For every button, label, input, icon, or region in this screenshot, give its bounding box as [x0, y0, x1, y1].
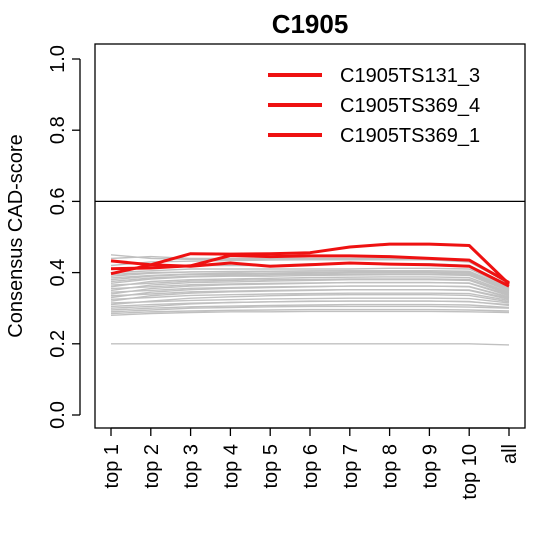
legend-label: C1905TS369_1 [340, 125, 480, 147]
background-series-line-14 [110, 305, 510, 313]
background-series-line-16 [110, 310, 510, 316]
x-axis: top 1 top 2 top 3 top 4 top 5 top 6 top 7 top 8… [101, 427, 521, 500]
chart-title: C1905 [272, 9, 349, 39]
highlight-series-line-2 [110, 242, 511, 286]
background-series-line-8 [110, 279, 510, 295]
background-series-line-22 [110, 292, 510, 302]
x-tick-label: top 5 [260, 444, 282, 488]
x-tick-label: all [499, 444, 521, 464]
y-tick-label: 0.8 [47, 116, 69, 144]
legend: C1905TS131_3 C1905TS369_4 C1905TS369_1 [268, 65, 480, 147]
x-tick-label: top 10 [459, 444, 481, 500]
background-series-line-6 [110, 274, 510, 292]
x-tick-label: top 1 [101, 444, 123, 488]
x-tick-label: top 7 [340, 444, 362, 488]
background-series-line-18 [110, 270, 510, 289]
y-tick-label: 1.0 [47, 45, 69, 73]
x-tick-label: top 4 [220, 444, 242, 488]
background-series-line-21 [110, 285, 510, 298]
x-tick-label: top 8 [380, 444, 402, 488]
background-series-line-30 [111, 343, 510, 346]
background-series-line-7 [110, 276, 510, 293]
background-series-group [110, 254, 510, 346]
background-series-line-26 [110, 278, 510, 294]
x-tick-label: top 2 [141, 444, 163, 488]
background-series-line-29 [110, 254, 510, 284]
background-series-line-28 [110, 300, 510, 308]
highlight-series-group [110, 242, 511, 288]
highlight-series-line-3 [110, 254, 510, 284]
legend-label: C1905TS131_3 [340, 65, 480, 87]
background-series-line-24 [110, 303, 510, 311]
y-tick-label: 0.0 [47, 401, 69, 429]
y-axis: 0.0 0.2 0.4 0.6 0.8 1.0 [47, 45, 81, 429]
y-axis-label: Consensus CAD-score [5, 134, 27, 337]
legend-label: C1905TS369_4 [340, 95, 480, 117]
background-series-line-3 [110, 267, 510, 288]
y-tick-label: 0.6 [47, 187, 69, 215]
x-tick-label: top 9 [419, 444, 441, 488]
y-tick-label: 0.2 [47, 330, 69, 358]
background-series-line-23 [110, 297, 510, 304]
x-tick-label: top 6 [300, 444, 322, 488]
background-series-line-20 [110, 281, 510, 296]
y-tick-label: 0.4 [47, 259, 69, 287]
x-tick-label: top 3 [181, 444, 203, 488]
background-series-line-15 [110, 308, 510, 315]
background-series-line-19 [110, 273, 510, 292]
background-series-line-25 [110, 271, 510, 290]
background-series-line-27 [110, 289, 510, 299]
background-series-line-12 [110, 294, 510, 306]
